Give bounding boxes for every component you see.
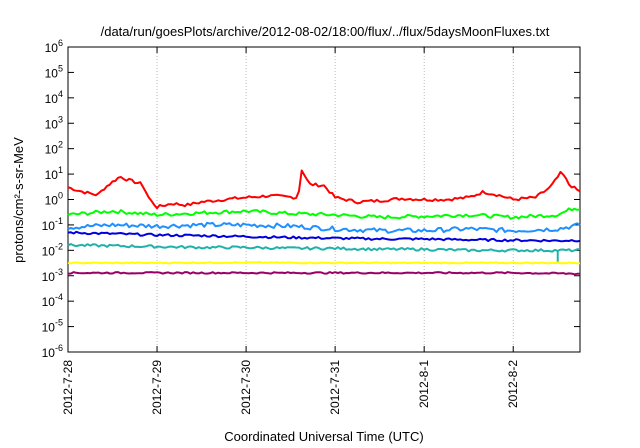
y-tick-label: 106 (45, 38, 63, 55)
y-tick-label: 100 (45, 191, 63, 208)
y-tick-label: 104 (45, 89, 63, 106)
y-tick-label: 10-1 (42, 216, 63, 233)
y-tick-label: 10-3 (42, 267, 63, 284)
series-line (67, 221, 581, 234)
x-tick-label: 2012-8-1 (417, 360, 431, 408)
x-tick-label: 2012-7-29 (150, 360, 164, 415)
y-tick-label: 103 (45, 114, 63, 131)
series-group (67, 169, 581, 276)
y-tick-label: 101 (45, 165, 63, 182)
series-line (67, 243, 581, 253)
plot-frame (67, 46, 581, 353)
series-line (67, 261, 581, 265)
series-line (68, 271, 581, 276)
series-line (67, 169, 581, 210)
x-tick-label: 2012-8-2 (506, 360, 520, 408)
y-tick-label: 10-6 (42, 343, 63, 360)
x-tick-label: 2012-7-28 (61, 360, 75, 415)
y-tick-label: 10-4 (42, 292, 63, 309)
y-tick-label: 105 (45, 63, 63, 80)
chart-title: /data/run/goesPlots/archive/2012-08-02/1… (101, 24, 550, 39)
x-tick-label: 2012-7-30 (239, 360, 253, 415)
x-axis-label: Coordinated Universal Time (UTC) (224, 429, 423, 444)
x-axis: 2012-7-28 2012-7-29 2012-7-30 2012-7-31 2012… (61, 47, 520, 415)
series-line (67, 207, 581, 220)
x-tick-label: 2012-7-31 (328, 360, 342, 415)
y-tick-label: 102 (45, 140, 63, 157)
y-axis-label: protons/cm²-s-sr-MeV (11, 137, 26, 263)
y-tick-label: 10-2 (42, 241, 63, 258)
y-tick-label: 10-5 (42, 318, 63, 335)
series-line (67, 230, 581, 243)
y-axis: 106 105 104 103 102 101 100 10-1 10-2 10-3 10-4 10-… (42, 38, 580, 360)
